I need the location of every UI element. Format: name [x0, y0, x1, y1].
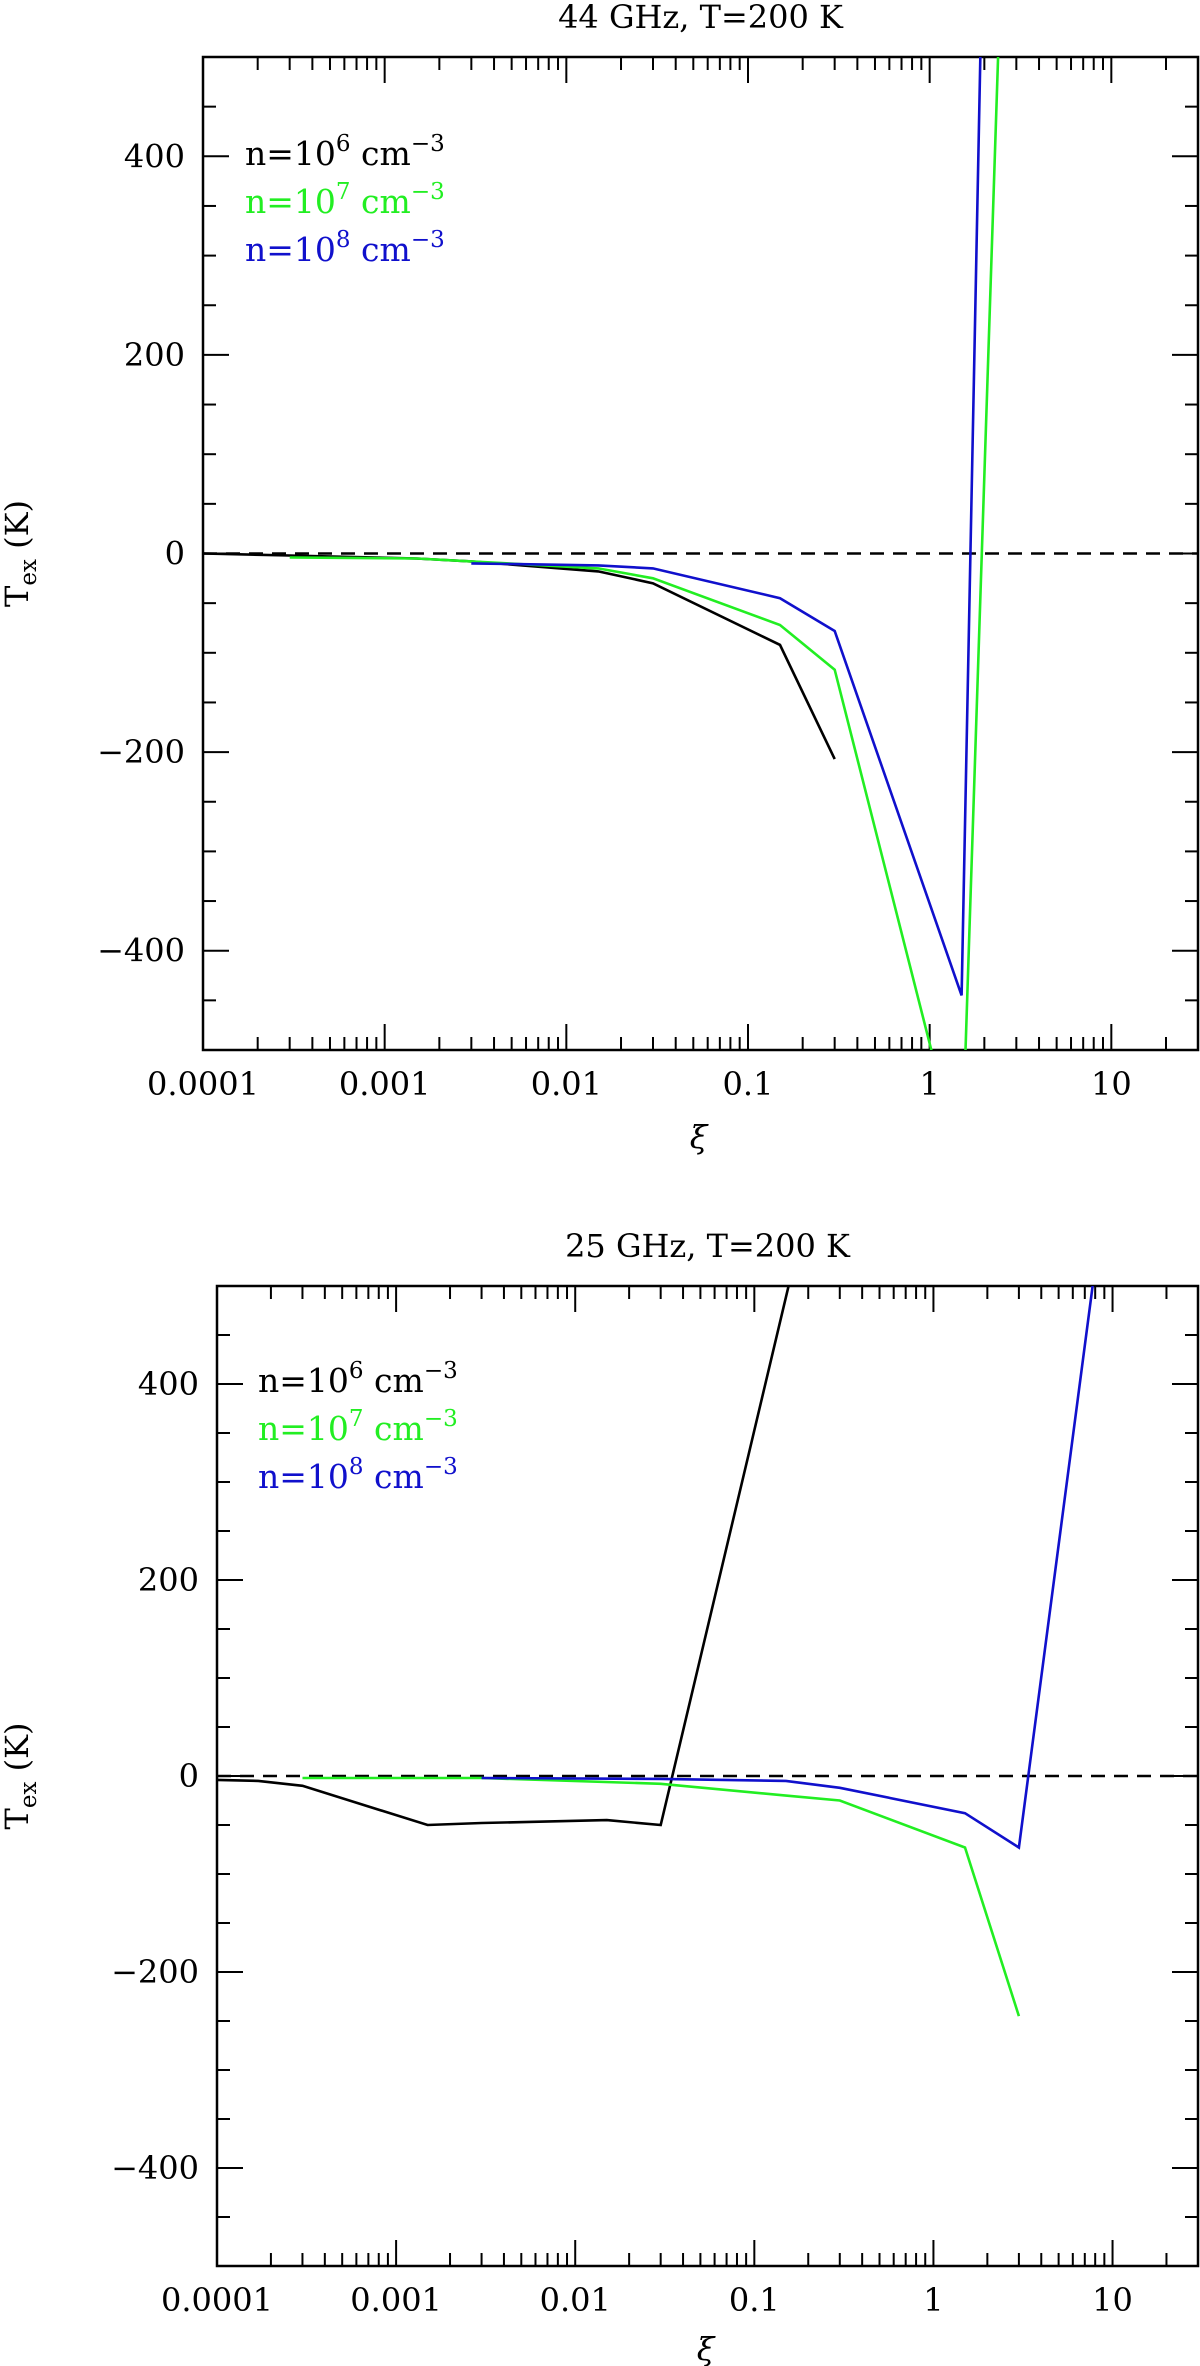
y-tick-label: 0 [179, 1757, 199, 1795]
legend-entry-2: n=107 cm−3 [258, 1406, 458, 1448]
x-tick-label: 0.1 [723, 1065, 774, 1103]
y-tick-label: 200 [138, 1561, 199, 1599]
chart-title: 25 GHz, T=200 K [565, 1227, 851, 1265]
x-tick-label: 10 [1092, 2281, 1133, 2319]
y-tick-label: 0 [165, 535, 185, 573]
legend-entry-3: n=108 cm−3 [245, 227, 445, 269]
series-line-1 [203, 552, 836, 760]
legend: n=106 cm−3 n=107 cm−3 n=108 cm−3 [245, 131, 445, 269]
series-lines [203, 57, 1000, 1050]
x-tick-label: 10 [1091, 1065, 1132, 1103]
x-tick-label: 0.01 [540, 2281, 611, 2319]
x-tick-label: 0.001 [350, 2281, 442, 2319]
x-tick-label: 1 [919, 1065, 939, 1103]
x-ticks [216, 1286, 1199, 2266]
y-ticks [217, 1285, 1198, 2267]
chart-title: 44 GHz, T=200 K [558, 0, 844, 36]
y-tick-label: −200 [97, 733, 185, 771]
series-line-2 [289, 57, 1000, 1050]
series-line-1 [217, 1286, 790, 1827]
y-tick-label: −200 [111, 1953, 199, 1991]
y-tick-label: 200 [124, 336, 185, 374]
y-tick-label: 400 [124, 137, 185, 175]
y-axis-label: Tex (K) [0, 500, 42, 607]
x-tick-label: 0.01 [531, 1065, 602, 1103]
x-tick-label: 0.0001 [147, 1065, 259, 1103]
x-tick-label: 1 [923, 2281, 943, 2319]
legend-entry-3: n=108 cm−3 [258, 1454, 458, 1496]
series-lines [217, 1286, 1094, 2017]
legend-entry-2: n=107 cm−3 [245, 179, 445, 221]
x-axis-label: ξ [690, 1118, 709, 1156]
x-ticks [202, 57, 1199, 1050]
y-tick-label: −400 [97, 932, 185, 970]
panel-44ghz: 44 GHz, T=200 K 0.0001 0.001 0.01 0.1 1 10 −400… [0, 0, 1200, 1156]
series-line-3 [471, 57, 982, 996]
x-tick-label: 0.0001 [161, 2281, 273, 2319]
x-tick-label: 0.1 [729, 2281, 780, 2319]
x-tick-label: 0.001 [339, 1065, 431, 1103]
series-line-2 [302, 1776, 1021, 2017]
x-axis-label: ξ [697, 2330, 716, 2366]
legend: n=106 cm−3 n=107 cm−3 n=108 cm−3 [258, 1358, 458, 1496]
legend-entry-1: n=106 cm−3 [245, 131, 445, 173]
panel-25ghz: 25 GHz, T=200 K 0.0001 0.001 0.01 0.1 1 10 −400… [0, 1227, 1200, 2366]
y-tick-label: 400 [138, 1365, 199, 1403]
y-axis-label: Tex (K) [0, 1723, 42, 1830]
series-line-3 [481, 1286, 1094, 1850]
legend-entry-1: n=106 cm−3 [258, 1358, 458, 1400]
y-tick-label: −400 [111, 2149, 199, 2187]
